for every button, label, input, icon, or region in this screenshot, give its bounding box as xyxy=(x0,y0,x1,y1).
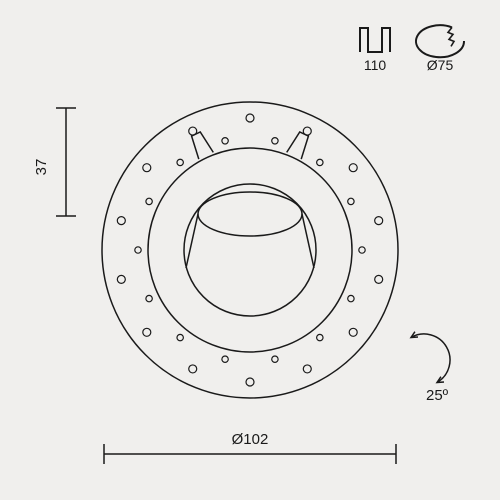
flange-hole-outer xyxy=(117,217,125,225)
dimension-height: 37 xyxy=(33,108,76,216)
flange-hole-inner xyxy=(317,159,323,165)
recess-wall-right xyxy=(302,214,314,268)
dimension-tilt: 25º xyxy=(411,332,450,404)
flange-hole-inner xyxy=(317,334,323,340)
flange-hole-outer xyxy=(375,275,383,283)
flange-hole-outer xyxy=(246,378,254,386)
flange-inner xyxy=(148,148,352,352)
flange-hole-outer xyxy=(143,328,151,336)
dimension-diameter: Ø102 xyxy=(104,431,396,464)
dimension-diameter-label: Ø102 xyxy=(232,431,269,448)
cutout-diameter-label: Ø75 xyxy=(427,57,454,73)
flange-hole-inner xyxy=(146,295,152,301)
flange-hole-outer xyxy=(246,114,254,122)
flange-hole-outer xyxy=(349,164,357,172)
flange-hole-inner xyxy=(222,356,228,362)
spring-clip xyxy=(287,132,309,159)
flange-hole-inner xyxy=(146,198,152,204)
flange-hole-outer xyxy=(189,365,197,373)
flange-hole-outer xyxy=(349,328,357,336)
flange-hole-outer xyxy=(117,275,125,283)
flange-hole-inner xyxy=(359,247,365,253)
flange-hole-inner xyxy=(222,138,228,144)
dimension-height-label: 37 xyxy=(33,159,50,176)
cutout-height-icon: 110 xyxy=(360,28,390,73)
lamp-aperture xyxy=(198,192,302,236)
flange-hole-inner xyxy=(348,198,354,204)
cutout-diameter-icon: Ø75 xyxy=(416,25,464,73)
flange-hole-outer xyxy=(303,365,311,373)
dimension-tilt-label: 25º xyxy=(426,387,449,404)
flange-hole-inner xyxy=(348,295,354,301)
flange-hole-inner xyxy=(177,334,183,340)
flange-hole-inner xyxy=(177,159,183,165)
cutout-height-label: 110 xyxy=(364,57,387,73)
product-drawing xyxy=(102,102,398,398)
flange-outer xyxy=(102,102,398,398)
flange-hole-inner xyxy=(135,247,141,253)
flange-hole-outer xyxy=(143,164,151,172)
flange-hole-inner xyxy=(272,356,278,362)
flange-hole-outer xyxy=(375,217,383,225)
recess-wall-left xyxy=(186,214,198,268)
flange-hole-inner xyxy=(272,138,278,144)
spring-clip xyxy=(192,132,214,159)
